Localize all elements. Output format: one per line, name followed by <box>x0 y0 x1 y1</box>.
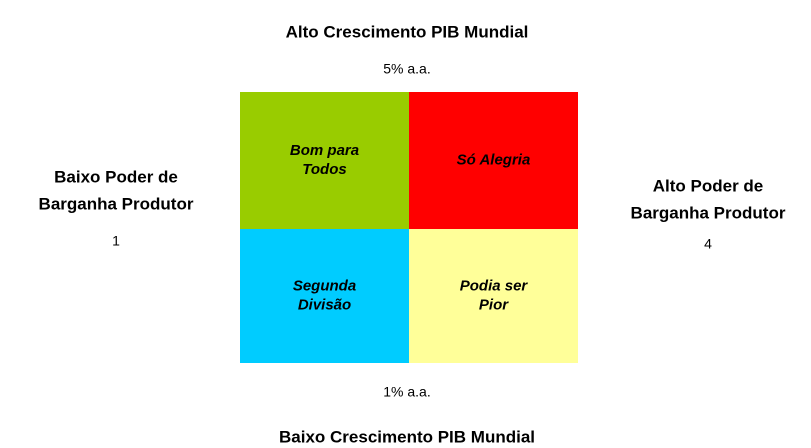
quadrant-label: Bom para <box>290 142 359 159</box>
quadrant <box>409 92 578 229</box>
quadrant <box>240 92 409 229</box>
quadrant <box>409 229 578 363</box>
quadrant-label: Podia ser <box>460 277 529 294</box>
top-title: Alto Crescimento PIB Mundial <box>286 22 529 41</box>
bottom-value: 1% a.a. <box>383 384 430 400</box>
top-value: 5% a.a. <box>383 61 430 77</box>
quadrant-label: Pior <box>479 296 509 313</box>
quadrant <box>240 229 409 363</box>
right-value: 4 <box>704 236 712 252</box>
quadrant-label: Todos <box>302 161 346 178</box>
quadrant-label: Divisão <box>298 296 351 313</box>
quadrant-label: Só Alegria <box>457 151 531 168</box>
quadrant-label: Segunda <box>293 277 356 294</box>
right-label: Alto Poder de <box>653 176 764 195</box>
left-value: 1 <box>112 233 120 249</box>
bottom-title: Baixo Crescimento PIB Mundial <box>279 427 535 446</box>
right-label: Barganha Produtor <box>631 203 786 222</box>
left-label: Barganha Produtor <box>39 194 194 213</box>
left-label: Baixo Poder de <box>54 167 178 186</box>
